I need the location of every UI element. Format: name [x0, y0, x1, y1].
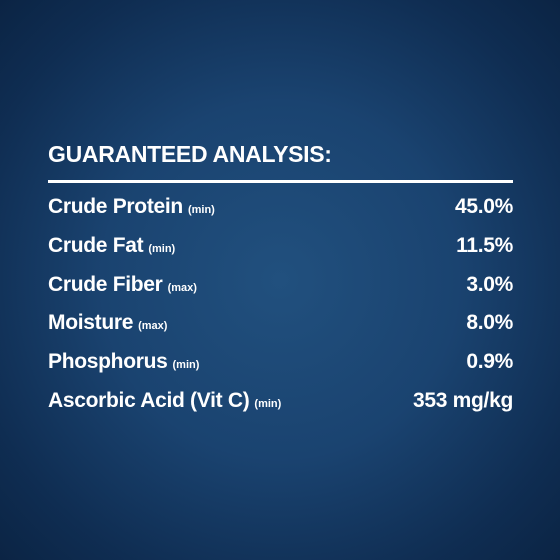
divider: [48, 180, 513, 183]
nutrient: Phosphorus (min): [48, 350, 199, 374]
row: Crude Protein (min) 45.0%: [48, 195, 513, 234]
qualifier: (max): [167, 281, 197, 294]
nutrient-name: Ascorbic Acid (Vit C): [48, 388, 250, 412]
row: Ascorbic Acid (Vit C) (min) 353 mg/kg: [48, 389, 513, 428]
nutrient-name: Phosphorus: [48, 350, 168, 374]
nutrient-value: 353 mg/kg: [412, 388, 513, 412]
nutrient-name: Crude Fiber: [48, 272, 163, 296]
title: GUARANTEED ANALYSIS:: [48, 141, 332, 167]
qualifier: (min): [187, 204, 215, 216]
row: Phosphorus (min) 0.9%: [48, 350, 513, 389]
analysis-table: Crude Protein (min) 45.0% Crude Fat (min) 11.…: [48, 195, 513, 428]
row: Crude Fat (min) 11.5%: [48, 234, 513, 273]
nutrient-value: 8.0%: [466, 311, 513, 335]
row: Crude Fiber (max) 3.0%: [48, 273, 513, 312]
nutrient-value: 11.5%: [456, 233, 513, 257]
nutrient-value: 0.9%: [466, 350, 513, 374]
nutrient-value: 45.0%: [454, 195, 513, 218]
nutrient-value: 3.0%: [466, 272, 513, 296]
nutrient: Crude Protein (min): [48, 195, 215, 219]
qualifier: (min): [172, 359, 200, 372]
qualifier: (min): [254, 397, 282, 410]
nutrient: Crude Fiber (max): [48, 273, 197, 297]
nutrient: Moisture (max): [48, 311, 167, 335]
qualifier: (min): [148, 242, 176, 255]
nutrient-name: Crude Fat: [48, 233, 144, 257]
nutrient-name: Moisture: [48, 311, 134, 335]
row: Moisture (max) 8.0%: [48, 311, 513, 350]
nutrient: Ascorbic Acid (Vit C) (min): [48, 389, 281, 413]
nutrient: Crude Fat (min): [48, 234, 175, 258]
qualifier: (max): [138, 320, 168, 333]
nutrient-name: Crude Protein: [48, 195, 183, 218]
